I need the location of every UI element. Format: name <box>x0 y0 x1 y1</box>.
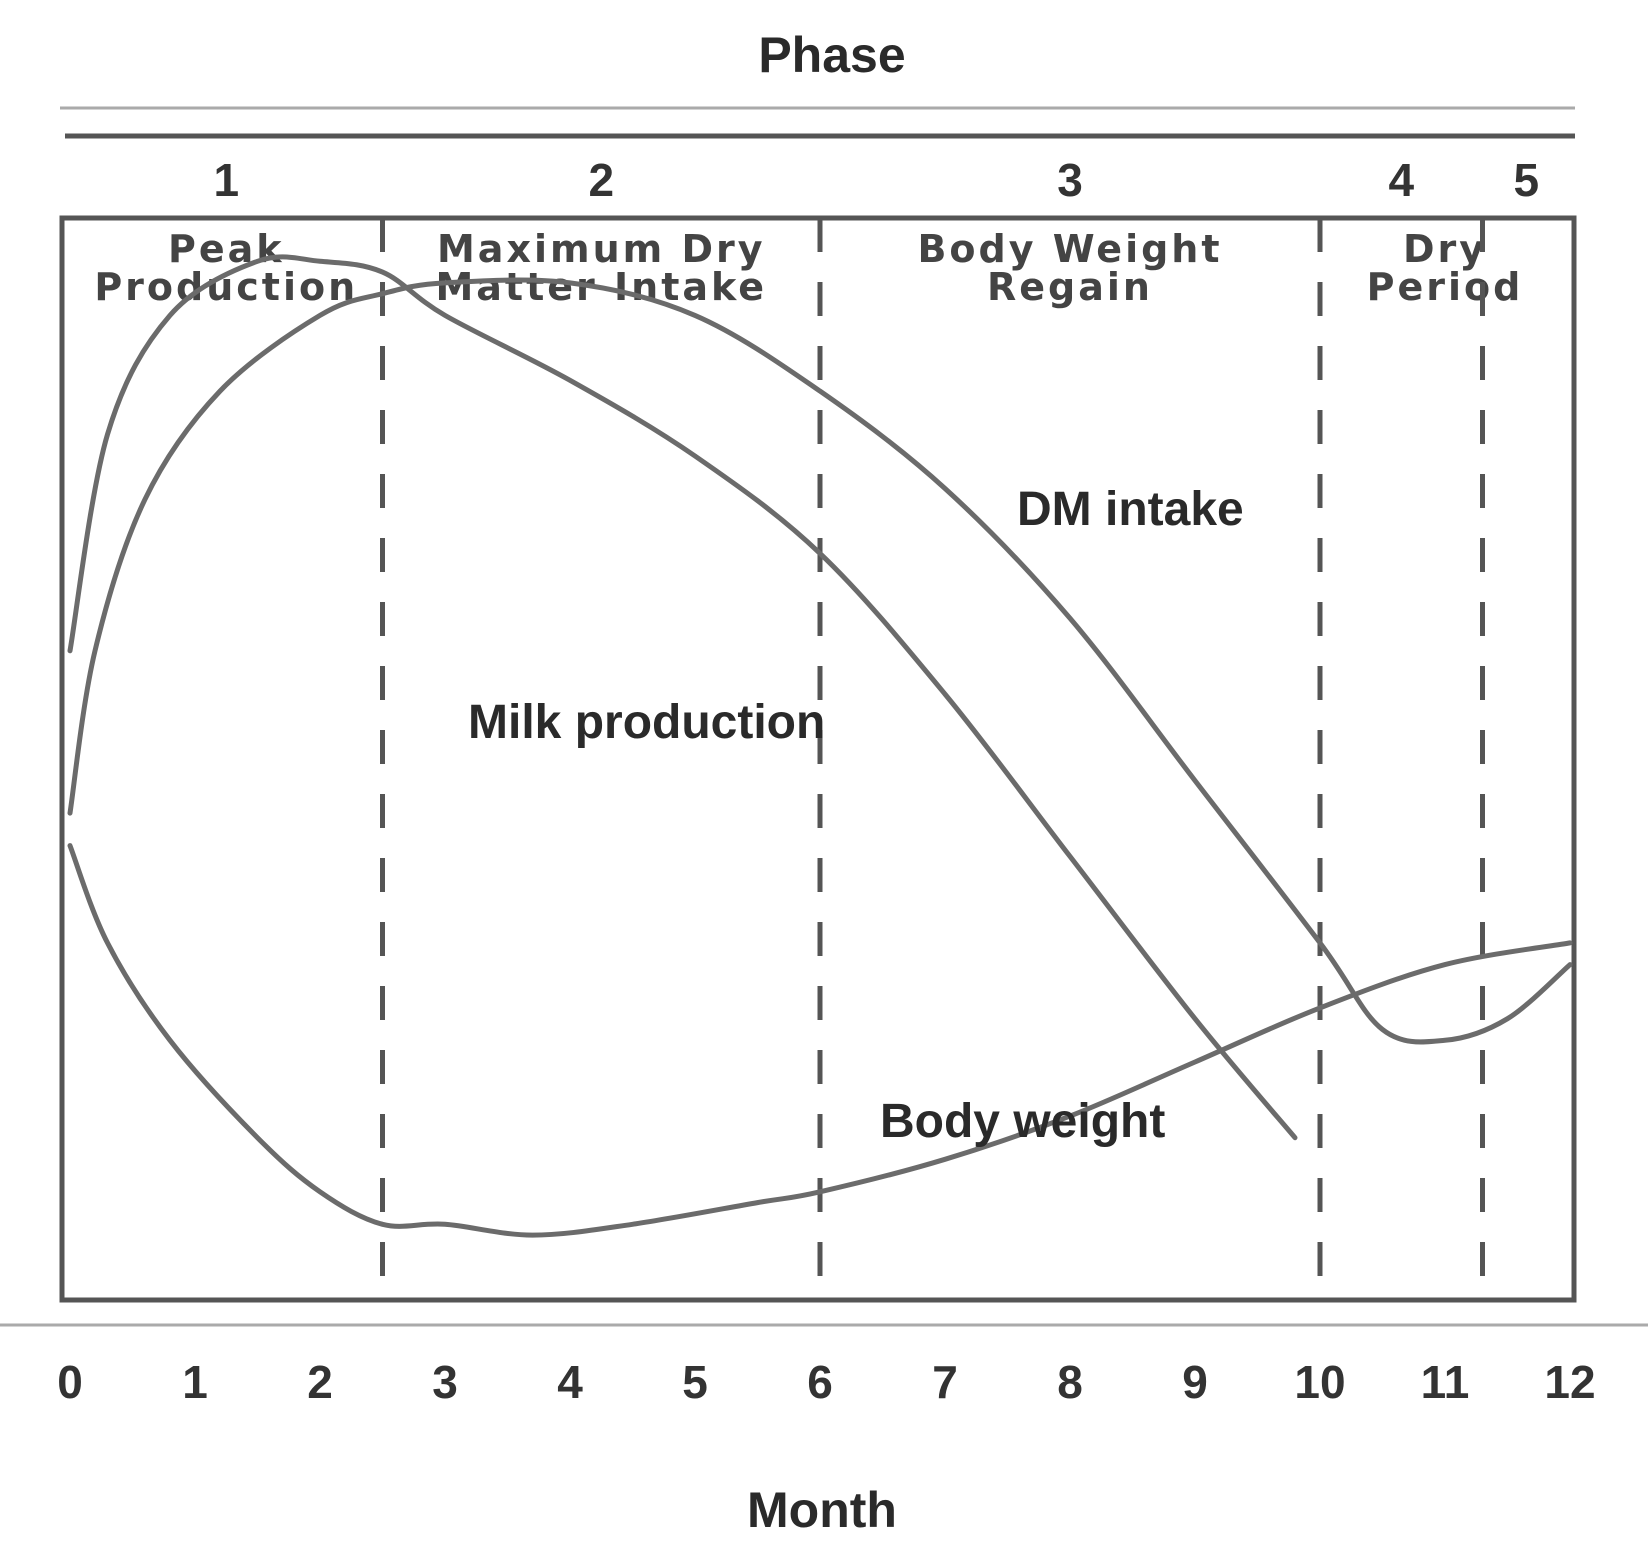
phase-name-dry-period-line-1: Dry <box>1403 227 1487 271</box>
x-axis-label: Month <box>747 1482 897 1538</box>
phase-name-dry-period-line-2: Period <box>1367 265 1524 309</box>
phase-dividers <box>380 218 1485 1300</box>
x-tick-label-0: 0 <box>57 1356 83 1408</box>
series-line-milk-production <box>67 254 1298 1141</box>
phase-name-1-line-1: Peak <box>168 227 285 271</box>
x-tick-label-4: 4 <box>557 1356 583 1408</box>
phase-number-4: 4 <box>1388 154 1414 206</box>
x-tick-labels: 0 1 2 3 4 5 6 7 8 9 10 11 12 <box>57 1356 1595 1408</box>
series-labels: DM intake Milk production Body weight <box>468 483 1244 1148</box>
phase-number-2: 2 <box>588 154 614 206</box>
x-tick-label-6: 6 <box>807 1356 833 1408</box>
series-label-dm-intake: DM intake <box>1017 483 1244 536</box>
x-tick-label-8: 8 <box>1057 1356 1083 1408</box>
x-tick-label-9: 9 <box>1182 1356 1208 1408</box>
x-tick-label-10: 10 <box>1294 1356 1345 1408</box>
series-line-dm-intake <box>67 277 1573 1045</box>
x-tick-label-3: 3 <box>432 1356 458 1408</box>
x-tick-label-7: 7 <box>932 1356 958 1408</box>
phase-number-1: 1 <box>213 154 239 206</box>
phase-name-3-line-1: Body Weight <box>917 227 1222 271</box>
series-lines <box>67 254 1573 1238</box>
phase-name-2-line-1: Maximum Dry <box>437 227 766 271</box>
x-tick-label-12: 12 <box>1544 1356 1595 1408</box>
phase-title: Phase <box>758 27 905 83</box>
x-tick-label-5: 5 <box>682 1356 708 1408</box>
phase-number-3: 3 <box>1057 154 1083 206</box>
phase-numbers: 1 2 3 4 5 <box>213 154 1539 206</box>
series-label-milk-production: Milk production <box>468 696 825 749</box>
series-label-body-weight: Body weight <box>880 1095 1165 1148</box>
x-tick-label-1: 1 <box>182 1356 208 1408</box>
series-line-body-weight <box>67 843 1573 1238</box>
phase-name-1-line-2: Production <box>94 265 358 309</box>
x-tick-label-11: 11 <box>1421 1356 1470 1408</box>
x-tick-label-2: 2 <box>307 1356 333 1408</box>
phase-number-5: 5 <box>1513 154 1539 206</box>
phase-name-3-line-2: Regain <box>987 265 1153 309</box>
